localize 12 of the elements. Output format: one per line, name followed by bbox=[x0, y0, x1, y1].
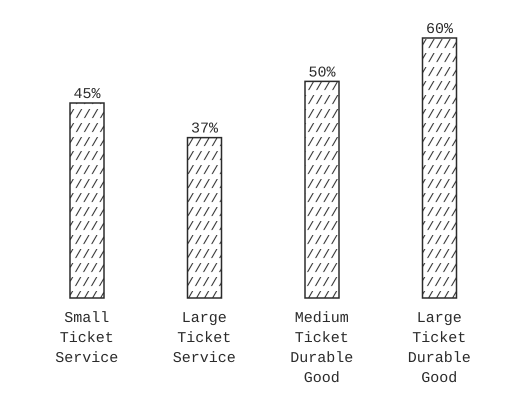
x-tick-label: Medium Ticket Durable Good bbox=[290, 310, 354, 387]
data-label: 60% bbox=[426, 21, 454, 38]
data-label: 45% bbox=[73, 86, 102, 103]
bar bbox=[304, 80, 340, 299]
bar bbox=[422, 37, 458, 299]
data-label: 50% bbox=[308, 64, 336, 82]
bar bbox=[186, 136, 222, 299]
x-tick-label: Small Ticket Service bbox=[55, 310, 118, 367]
x-tick-label: Large Ticket Durable Good bbox=[408, 310, 471, 387]
data-label: 37% bbox=[190, 120, 219, 138]
x-tick-label: Large Ticket Service bbox=[172, 310, 236, 367]
bar bbox=[69, 102, 105, 299]
